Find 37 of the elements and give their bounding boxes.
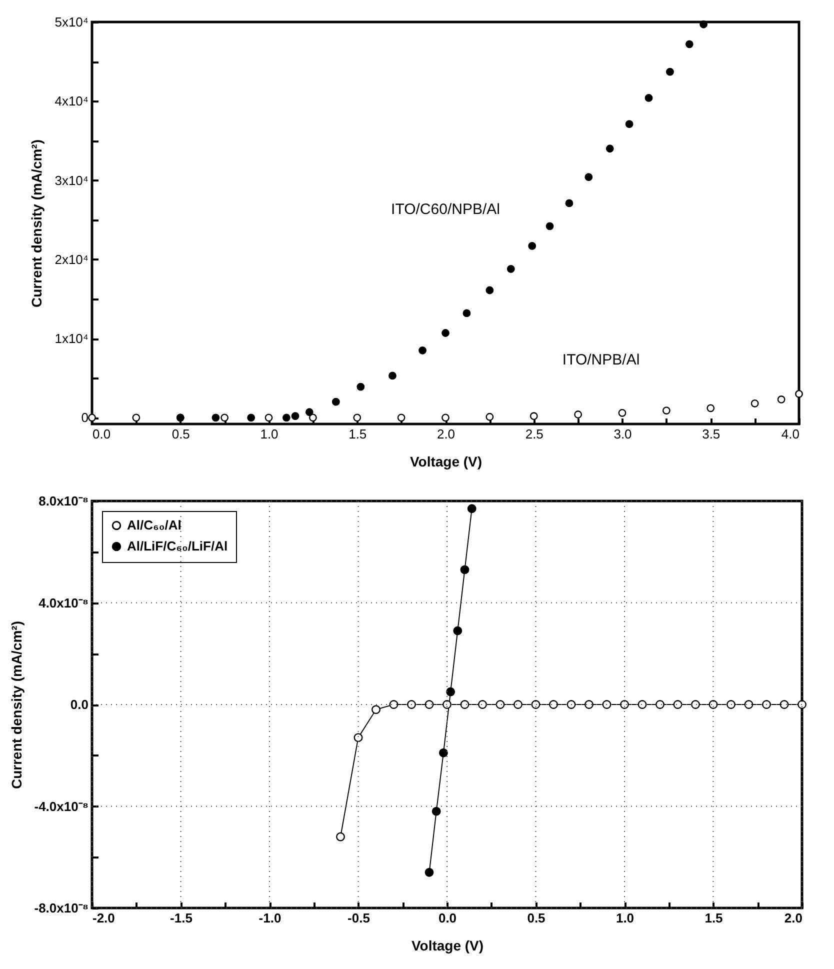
x-tick-label: 0.0 (92, 426, 111, 442)
y-tick-label: 5x10⁴ (54, 14, 88, 30)
x-tick-label: 2.0 (784, 910, 802, 926)
x-axis-title: Voltage (V) (410, 454, 482, 470)
x-axis-title: Voltage (V) (411, 938, 484, 954)
y-tick-label: 0 (81, 410, 88, 426)
x-tick-label: -2.0 (92, 910, 115, 926)
x-tick-label: 2.0 (436, 426, 456, 442)
x-tick-label: 1.5 (348, 426, 367, 442)
y-tick-label: 4x10⁴ (54, 94, 88, 109)
x-tick-label: -1.0 (258, 910, 282, 926)
x-tick-label: 1.5 (704, 910, 723, 926)
x-tick-label: 3.0 (614, 426, 632, 442)
x-tick-label: -1.5 (170, 910, 192, 926)
text: ITO/C60/NPB/Al (391, 200, 500, 218)
x-tick-label: 4.0 (781, 426, 800, 442)
y-tick-label: 3x10⁴ (54, 172, 88, 188)
y-axis-title: Current density (mA/cm²) (28, 139, 45, 308)
legend-label: Al/C₆₀/Al (127, 518, 182, 532)
text: ITO/NPB/Al (562, 352, 640, 369)
x-tick-label: 1.0 (260, 426, 278, 442)
x-tick-label: 3.5 (702, 426, 720, 442)
x-tick-label: 2.5 (525, 426, 544, 442)
x-tick-label: -0.5 (348, 910, 370, 926)
x-tick-label: 1.0 (616, 910, 634, 926)
legend-label: Al/LiF/C₆₀/LiF/Al (127, 538, 228, 554)
y-tick-label: 2x10⁴ (54, 252, 88, 267)
y-tick-label: 8.0x10⁻⁸ (38, 494, 88, 508)
y-tick-label: 1x10⁴ (54, 331, 88, 346)
x-tick-label: 0.5 (527, 910, 546, 926)
y-axis-title: Current density (mA/cm²) (8, 620, 24, 790)
y-tick-label: -4.0x10⁻⁸ (34, 798, 88, 814)
y-tick-label: 0.0 (70, 697, 88, 712)
y-tick-label: 4.0x10⁻⁸ (38, 595, 88, 610)
x-tick-label: 0.5 (172, 426, 190, 442)
y-tick-label: -8.0x10⁻⁸ (34, 900, 88, 916)
x-tick-label: 0.0 (438, 910, 457, 926)
